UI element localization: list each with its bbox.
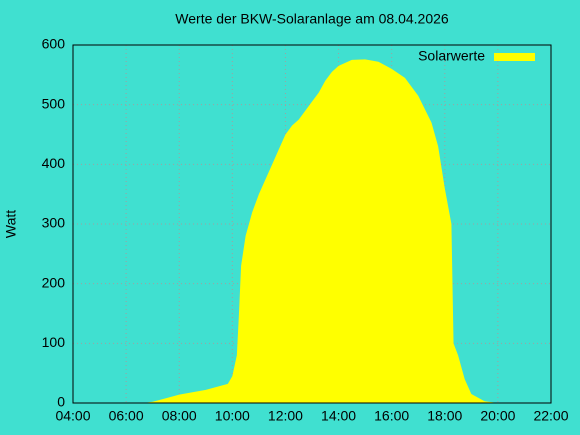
y-tick-label: 100 xyxy=(42,334,66,350)
x-tick-label: 16:00 xyxy=(374,408,409,424)
legend-swatch xyxy=(494,53,535,61)
y-axis-label: Watt xyxy=(3,210,19,238)
y-tick-label: 400 xyxy=(42,155,66,171)
x-tick-label: 04:00 xyxy=(55,408,90,424)
x-tick-label: 22:00 xyxy=(533,408,568,424)
y-tick-label: 600 xyxy=(42,36,66,52)
chart-title: Werte der BKW-Solaranlage am 08.04.2026 xyxy=(175,11,449,27)
area xyxy=(143,59,498,403)
y-tick-label: 300 xyxy=(42,215,66,231)
y-tick-label: 0 xyxy=(57,394,65,410)
y-tick-label: 500 xyxy=(42,95,66,111)
legend-label: Solarwerte xyxy=(418,48,485,64)
x-tick-label: 06:00 xyxy=(109,408,144,424)
x-tick-label: 18:00 xyxy=(427,408,462,424)
plot-border xyxy=(72,44,552,404)
x-tick-label: 14:00 xyxy=(321,408,356,424)
x-tick-label: 08:00 xyxy=(162,408,197,424)
x-tick-label: 10:00 xyxy=(215,408,250,424)
y-tick-label: 200 xyxy=(42,274,66,290)
x-tick-label: 20:00 xyxy=(480,408,515,424)
x-tick-label: 12:00 xyxy=(268,408,303,424)
